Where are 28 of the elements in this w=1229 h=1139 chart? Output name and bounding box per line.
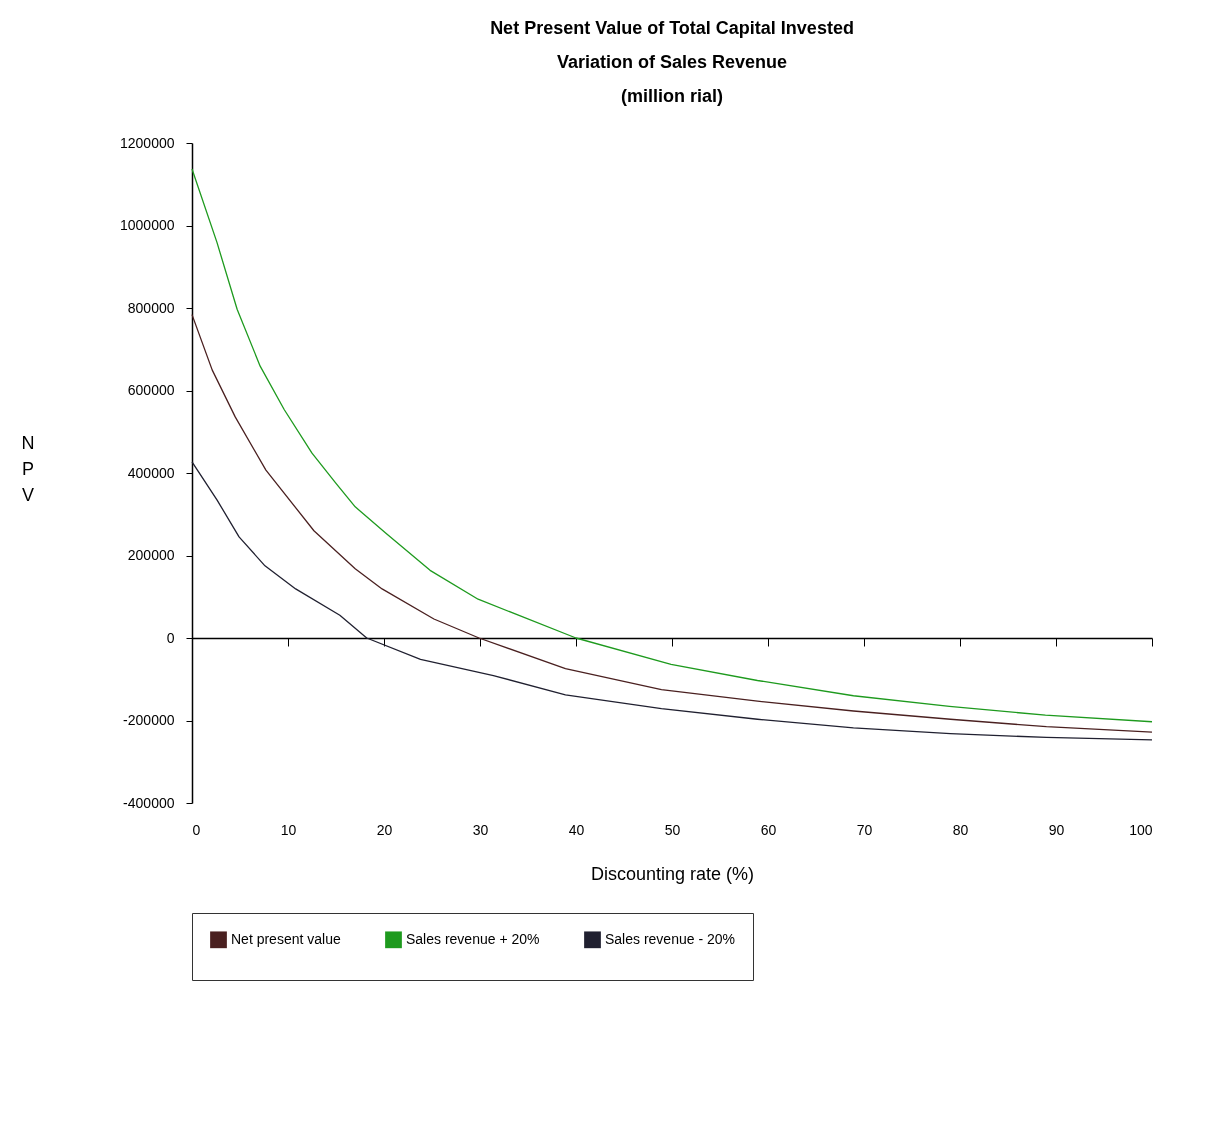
text: (million rial) bbox=[620, 86, 724, 106]
y-tick-label: -200000 bbox=[123, 712, 175, 728]
legend-label: Sales revenue - 20% bbox=[605, 930, 735, 947]
y-tick-label: 1200000 bbox=[119, 134, 175, 151]
x-tick-label: 80 bbox=[952, 821, 969, 838]
x-axis-title: Discounting rate (%) bbox=[590, 863, 755, 884]
y-tick-label: 800000 bbox=[127, 299, 175, 316]
x-tick-label: 0 bbox=[192, 821, 201, 838]
x-tick-label: 40 bbox=[568, 821, 585, 838]
x-tick-label: 50 bbox=[664, 821, 681, 838]
x-tick-label: 90 bbox=[1048, 821, 1065, 838]
x-tick-label: 10 bbox=[280, 821, 297, 838]
y-tick-label: 600000 bbox=[127, 382, 175, 398]
legend-label: Net present value bbox=[231, 930, 341, 947]
y-tick-label: 400000 bbox=[127, 464, 175, 481]
y-axis-title: NPV bbox=[21, 432, 35, 505]
y-tick-label: 200000 bbox=[127, 547, 175, 563]
y-tick-label: -400000 bbox=[123, 794, 175, 811]
y-tick-label: 0 bbox=[166, 629, 175, 646]
y-tick-label: 1000000 bbox=[119, 217, 175, 233]
x-tick-label: 30 bbox=[472, 821, 489, 838]
text: Net Present Value of Total Capital Invested bbox=[490, 18, 854, 38]
x-tick-label: 20 bbox=[376, 821, 393, 838]
text: Variation of Sales Revenue bbox=[556, 52, 788, 72]
x-tick-label: 60 bbox=[760, 821, 777, 838]
x-tick-label: 70 bbox=[856, 821, 873, 838]
x-tick-label: 100 bbox=[1129, 821, 1153, 838]
legend-label: Sales revenue + 20% bbox=[406, 930, 540, 947]
